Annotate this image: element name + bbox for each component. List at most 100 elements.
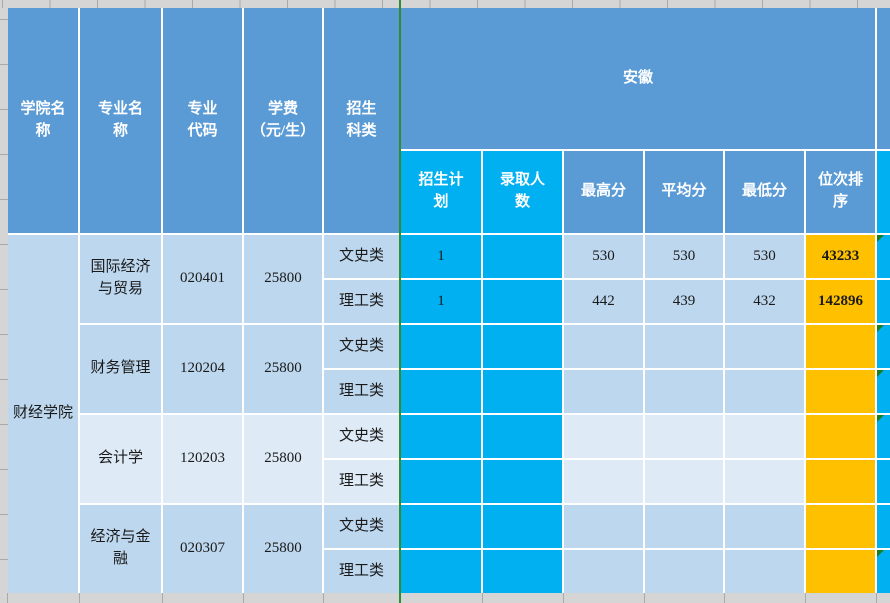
cell-category[interactable]: 文史类 bbox=[324, 235, 399, 278]
header-college[interactable]: 学院名 称 bbox=[8, 8, 78, 233]
cell-rank[interactable] bbox=[806, 325, 875, 368]
cell-plan[interactable] bbox=[401, 505, 481, 548]
cell-partial[interactable] bbox=[877, 415, 890, 458]
cell-major-code[interactable]: 020401 bbox=[163, 235, 242, 323]
cell-college[interactable]: 财经学院 bbox=[8, 235, 78, 593]
gridline bbox=[243, 593, 244, 603]
cell-category[interactable]: 文史类 bbox=[324, 415, 399, 458]
cell-partial[interactable] bbox=[877, 280, 890, 323]
cell-plan[interactable] bbox=[401, 550, 481, 593]
header-admitted[interactable]: 录取人 数 bbox=[483, 151, 562, 233]
cell-max-score[interactable]: 530 bbox=[564, 235, 643, 278]
cell-major-code[interactable]: 120203 bbox=[163, 415, 242, 503]
cell-min-score[interactable]: 530 bbox=[725, 235, 804, 278]
cell-partial[interactable] bbox=[877, 550, 890, 593]
gridline bbox=[323, 593, 324, 603]
cell-partial[interactable] bbox=[877, 505, 890, 548]
header-admission-category[interactable]: 招生 科类 bbox=[324, 8, 399, 233]
cell-min-score[interactable] bbox=[725, 415, 804, 458]
cell-admitted[interactable] bbox=[483, 370, 562, 413]
header-plan[interactable]: 招生计 划 bbox=[401, 151, 481, 233]
cell-tuition-fee[interactable]: 25800 bbox=[244, 235, 322, 323]
cell-avg-score[interactable] bbox=[645, 505, 723, 548]
cell-category[interactable]: 理工类 bbox=[324, 370, 399, 413]
cell-avg-score[interactable] bbox=[645, 325, 723, 368]
cell-rank[interactable] bbox=[806, 505, 875, 548]
cell-category[interactable]: 理工类 bbox=[324, 460, 399, 503]
cell-min-score[interactable] bbox=[725, 505, 804, 548]
cell-avg-score[interactable]: 439 bbox=[645, 280, 723, 323]
cell-tuition-fee[interactable]: 25800 bbox=[244, 415, 322, 503]
cell-plan[interactable] bbox=[401, 370, 481, 413]
cell-category[interactable]: 理工类 bbox=[324, 550, 399, 593]
cell-admitted[interactable] bbox=[483, 235, 562, 278]
cell-admitted[interactable] bbox=[483, 325, 562, 368]
header-avg-score[interactable]: 平均分 bbox=[645, 151, 723, 233]
cell-avg-score[interactable] bbox=[645, 550, 723, 593]
cell-max-score[interactable]: 442 bbox=[564, 280, 643, 323]
cell-tuition-fee[interactable]: 25800 bbox=[244, 505, 322, 593]
cell-max-score[interactable] bbox=[564, 460, 643, 503]
cell-admitted[interactable] bbox=[483, 550, 562, 593]
cell-partial-subheader[interactable] bbox=[877, 151, 890, 233]
cell-plan[interactable] bbox=[401, 325, 481, 368]
header-min-score[interactable]: 最低分 bbox=[725, 151, 804, 233]
header-rank[interactable]: 位次排 序 bbox=[806, 151, 875, 233]
cell-avg-score[interactable] bbox=[645, 370, 723, 413]
sheet-margin-top bbox=[0, 0, 890, 8]
cell-max-score[interactable] bbox=[564, 325, 643, 368]
cell-plan[interactable] bbox=[401, 415, 481, 458]
cell-avg-score[interactable]: 530 bbox=[645, 235, 723, 278]
cell-avg-score[interactable] bbox=[645, 460, 723, 503]
sheet-margin-bottom bbox=[0, 593, 890, 603]
cell-admitted[interactable] bbox=[483, 415, 562, 458]
gridline bbox=[162, 593, 163, 603]
cell-max-score[interactable] bbox=[564, 505, 643, 548]
cell-category[interactable]: 文史类 bbox=[324, 505, 399, 548]
cell-admitted[interactable] bbox=[483, 505, 562, 548]
gridline bbox=[7, 593, 8, 603]
cell-min-score[interactable] bbox=[725, 550, 804, 593]
cell-major[interactable]: 经济与金 融 bbox=[80, 505, 161, 593]
cell-major-code[interactable]: 020307 bbox=[163, 505, 242, 593]
cell-admitted[interactable] bbox=[483, 280, 562, 323]
header-next-province-partial[interactable] bbox=[877, 8, 890, 149]
header-major[interactable]: 专业名 称 bbox=[80, 8, 161, 233]
cell-major-code[interactable]: 120204 bbox=[163, 325, 242, 413]
header-max-score[interactable]: 最高分 bbox=[564, 151, 643, 233]
cell-avg-score[interactable] bbox=[645, 415, 723, 458]
cell-rank[interactable] bbox=[806, 370, 875, 413]
cell-major[interactable]: 国际经济 与贸易 bbox=[80, 235, 161, 323]
cell-category[interactable]: 文史类 bbox=[324, 325, 399, 368]
cell-category[interactable]: 理工类 bbox=[324, 280, 399, 323]
gridline bbox=[876, 593, 877, 603]
cell-min-score[interactable] bbox=[725, 325, 804, 368]
cell-tuition-fee[interactable]: 25800 bbox=[244, 325, 322, 413]
cell-plan[interactable]: 1 bbox=[401, 280, 481, 323]
cell-min-score[interactable] bbox=[725, 370, 804, 413]
cell-partial[interactable] bbox=[877, 460, 890, 503]
cell-min-score[interactable]: 432 bbox=[725, 280, 804, 323]
cell-rank[interactable] bbox=[806, 415, 875, 458]
cell-min-score[interactable] bbox=[725, 460, 804, 503]
cell-plan[interactable] bbox=[401, 460, 481, 503]
cell-rank[interactable]: 43233 bbox=[806, 235, 875, 278]
header-province-anhui[interactable]: 安徽 bbox=[401, 8, 875, 149]
cell-max-score[interactable] bbox=[564, 550, 643, 593]
cell-major[interactable]: 财务管理 bbox=[80, 325, 161, 413]
cell-max-score[interactable] bbox=[564, 370, 643, 413]
cell-partial[interactable] bbox=[877, 370, 890, 413]
header-tuition-fee[interactable]: 学费 （元/生） bbox=[244, 8, 322, 233]
cell-rank[interactable] bbox=[806, 550, 875, 593]
cell-partial[interactable] bbox=[877, 325, 890, 368]
header-major-code[interactable]: 专业 代码 bbox=[163, 8, 242, 233]
cell-max-score[interactable] bbox=[564, 415, 643, 458]
cell-admitted[interactable] bbox=[483, 460, 562, 503]
cell-partial[interactable] bbox=[877, 235, 890, 278]
cell-plan[interactable]: 1 bbox=[401, 235, 481, 278]
cell-major[interactable]: 会计学 bbox=[80, 415, 161, 503]
cell-rank[interactable] bbox=[806, 460, 875, 503]
cell-rank[interactable]: 142896 bbox=[806, 280, 875, 323]
gridline bbox=[805, 593, 806, 603]
